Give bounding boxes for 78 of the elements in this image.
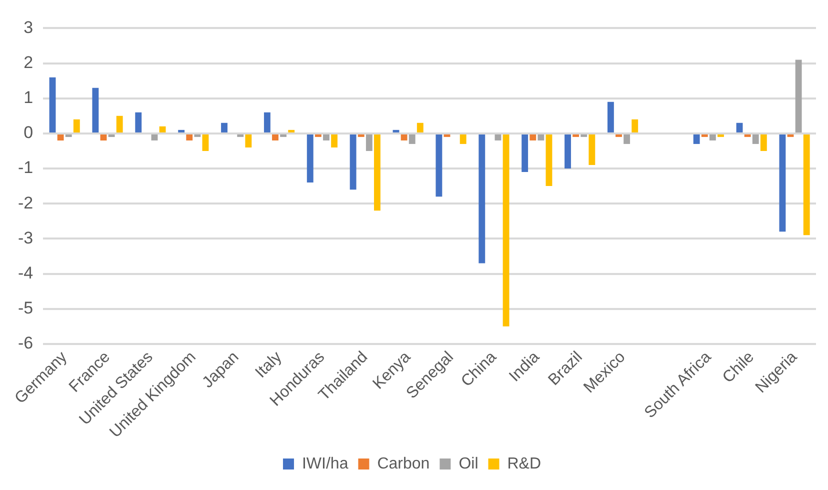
bar [538,134,544,140]
bar [237,134,244,137]
bar [701,134,708,137]
bar [73,119,80,132]
bar [194,134,201,137]
bar [607,102,614,132]
bar [331,134,338,148]
y-tick-label: -2 [18,193,34,212]
bar [288,130,295,132]
y-tick-label: 3 [24,18,34,37]
bar [494,134,502,140]
bar [787,134,794,137]
bar [795,60,802,132]
bar [572,134,580,137]
bar [760,134,767,151]
bar [530,134,536,140]
bar [502,134,510,326]
y-tick-label: -5 [18,298,34,318]
bar [416,122,424,132]
bar [460,134,466,144]
bar [803,134,810,236]
bar [522,134,528,172]
y-tick-label: -3 [18,228,34,248]
bar [178,130,185,132]
bar [400,134,408,140]
bar [588,134,596,166]
bar [709,134,716,140]
bar [580,134,588,137]
legend-label: IWI/ha [302,455,348,472]
bar [116,116,123,132]
bar [616,134,622,137]
legend-label: Oil [458,455,478,472]
bar [159,126,166,132]
bar [624,134,630,144]
legend-label: Carbon [377,455,430,472]
bar [366,134,372,151]
bar [280,134,287,137]
bar [314,134,322,137]
bar [100,134,107,140]
bar [108,134,115,137]
bar [374,134,380,211]
bar [546,134,552,186]
bar [186,134,193,140]
bar [49,77,56,132]
bar [245,134,252,148]
bar [65,134,72,137]
bar [350,134,356,190]
bar [202,134,209,151]
y-tick-label: 0 [24,123,34,142]
bar [444,134,450,137]
y-tick-label: 1 [24,88,34,108]
bar [135,112,142,132]
bar [744,134,751,137]
bar [57,134,64,140]
bar [718,134,724,137]
y-tick-label: -6 [18,334,34,353]
bar [752,134,759,144]
bar [478,134,486,264]
bar [392,130,400,132]
bar [408,134,416,144]
bar [693,134,700,144]
bar [564,134,571,169]
bar [306,134,314,183]
bar [92,88,99,132]
bar [358,134,364,137]
bar [736,122,743,132]
bar [151,134,158,140]
bar [272,134,278,140]
y-tick-label: -4 [18,263,34,282]
bar [632,119,638,132]
legend-label: R&D [507,455,542,472]
bar [221,122,228,132]
y-tick-label: 2 [24,52,34,72]
y-tick-label: -1 [18,158,34,178]
bar [436,134,442,197]
bar [264,112,270,132]
bar [323,134,330,140]
bar [779,134,786,232]
